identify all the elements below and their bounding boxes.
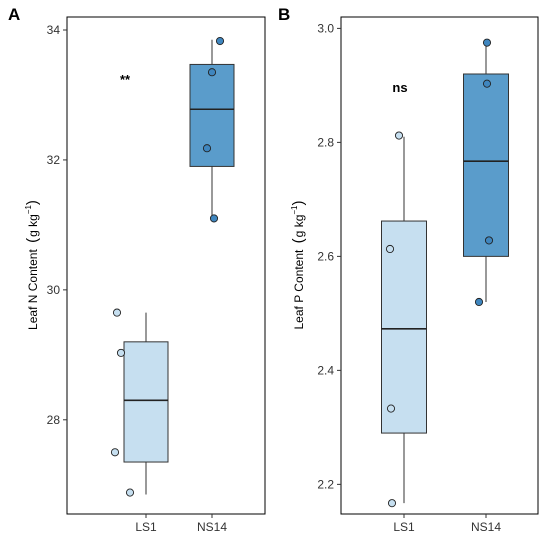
data-point	[215, 36, 225, 46]
x-ticks-a: LS1 NS14	[135, 514, 227, 534]
y-axis-unit-a: g kg	[26, 214, 40, 237]
y-axis-unit-b: g kg	[292, 215, 306, 238]
y-tick-label: 2.4	[317, 363, 334, 377]
box-ls1	[123, 341, 169, 463]
panel-a: A 28 30 32 34 LS1 NS14 ** Leaf N Content (g …	[8, 5, 266, 534]
significance-label-b: ns	[392, 80, 407, 95]
box-ns14	[463, 73, 509, 257]
panel-letter-b: B	[278, 5, 290, 24]
box-ns14	[189, 63, 235, 167]
y-ticks-a: 28 30 32 34	[47, 23, 67, 427]
y-tick-label: 34	[47, 23, 61, 37]
points-a	[110, 36, 225, 497]
data-point	[110, 448, 120, 457]
boxes-a	[123, 39, 235, 495]
data-point	[482, 38, 492, 47]
data-point	[207, 68, 217, 77]
y-axis-label-b: Leaf P Content	[292, 249, 306, 330]
data-point	[474, 297, 484, 307]
panel-letter-a: A	[8, 5, 20, 24]
x-tick-label: NS14	[471, 520, 501, 534]
data-point	[386, 404, 396, 413]
x-tick-label: LS1	[393, 520, 415, 534]
data-point	[209, 214, 219, 223]
y-axis-label-a: Leaf N Content	[26, 249, 40, 330]
significance-label-a: **	[120, 72, 131, 87]
x-tick-label: NS14	[197, 520, 227, 534]
data-point	[112, 308, 122, 317]
data-point	[125, 488, 135, 497]
data-point	[482, 79, 492, 88]
y-axis-unit-exp-a: −1	[24, 205, 33, 215]
y-axis-title-b: Leaf P Content (g kg−1)	[290, 201, 307, 330]
svg-text:Leaf N Content (g kg−1: Leaf N Content (g kg−1)	[24, 200, 41, 330]
y-tick-label: 2.2	[317, 477, 334, 491]
y-tick-label: 2.6	[317, 249, 334, 263]
panel-b: B 2.2 2.4 2.6 2.8 3.0 LS1 NS14 ns Leaf P Cont…	[278, 5, 539, 534]
data-point	[484, 236, 494, 245]
data-point	[394, 131, 404, 140]
boxes-b	[381, 42, 509, 504]
x-tick-label: LS1	[135, 520, 157, 534]
data-point	[385, 244, 395, 254]
x-ticks-b: LS1 NS14	[393, 514, 501, 534]
box-ls1	[381, 220, 427, 434]
data-point	[116, 348, 126, 357]
y-ticks-b: 2.2 2.4 2.6 2.8 3.0	[317, 21, 341, 491]
y-tick-label: 2.8	[317, 135, 334, 149]
points-b	[385, 38, 494, 508]
y-axis-unit-exp-b: −1	[290, 205, 299, 215]
y-axis-title-a: Leaf N Content (g kg−1)	[24, 200, 41, 330]
data-point	[387, 499, 397, 508]
y-tick-label: 32	[47, 153, 61, 167]
y-tick-label: 30	[47, 283, 61, 297]
y-tick-label: 28	[47, 413, 61, 427]
svg-text:Leaf P Content (g kg−1: Leaf P Content (g kg−1)	[290, 201, 307, 330]
y-tick-label: 3.0	[317, 21, 334, 35]
data-point	[202, 144, 212, 153]
